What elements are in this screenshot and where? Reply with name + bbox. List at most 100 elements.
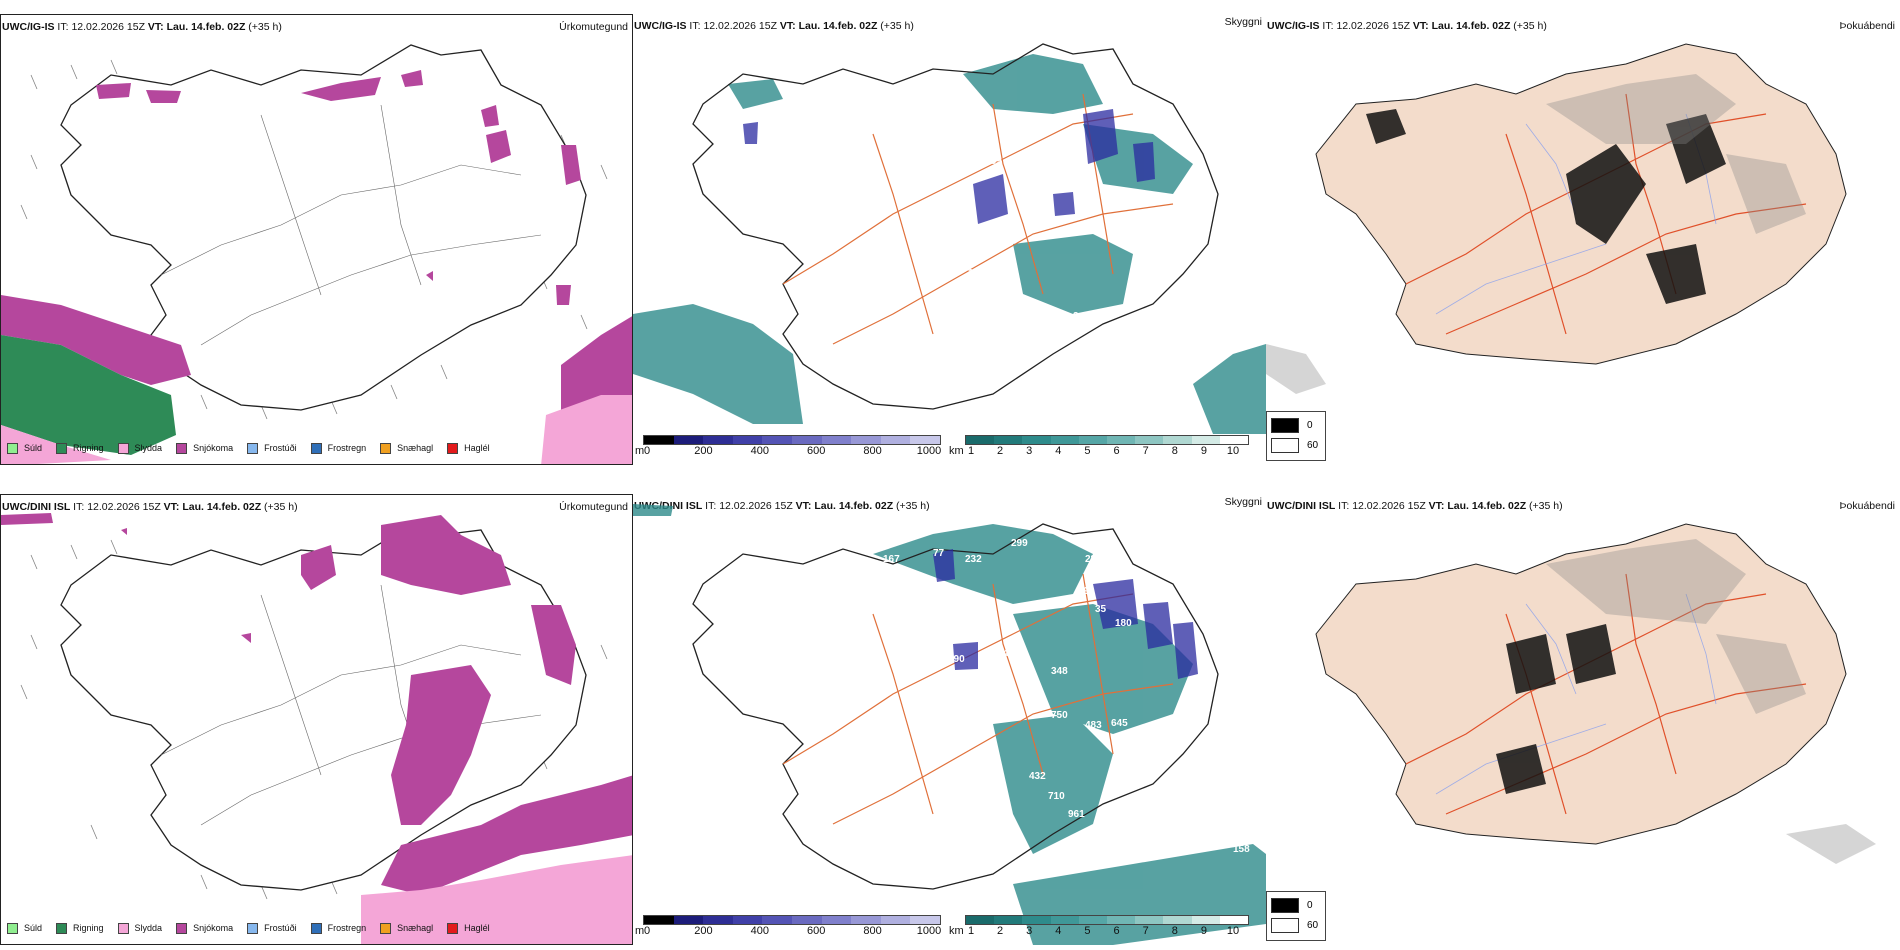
cloud-value-label: 77	[933, 548, 945, 559]
ceiling-areas	[933, 549, 1198, 679]
it-label: IT:	[1338, 500, 1350, 512]
colorbar-tick: 5	[1084, 445, 1091, 457]
legend-swatch	[247, 442, 259, 454]
legend-swatch	[380, 442, 392, 454]
legend-item-7: Snæhagl	[380, 442, 434, 454]
it-value: 12.02.2026 15Z	[1336, 20, 1410, 32]
cloud-value-label: 590	[948, 654, 965, 665]
colorbar-tick: 600	[807, 445, 826, 457]
colorbar-tick: 3	[1026, 445, 1033, 457]
vt-value: Lau. 14.feb. 02Z	[798, 20, 878, 32]
colorbar-tick: 1	[967, 925, 975, 937]
cloud-value-label: 348	[1051, 666, 1068, 677]
cloud-value-label: 432	[1029, 771, 1046, 782]
iceland-outline	[60, 524, 587, 891]
colorbar-tick: 5	[1084, 925, 1091, 937]
iceland-outline	[60, 44, 587, 411]
colorbar-tick: 400	[750, 445, 769, 457]
panel-header: UWC/DINI ISL IT: 12.02.2026 15Z VT: Lau.…	[1267, 500, 1563, 512]
colorbar-tick: 6	[1113, 445, 1120, 457]
precip-map	[1, 44, 632, 464]
vt-label: VT:	[1412, 20, 1429, 32]
legend-swatch	[117, 922, 129, 934]
legend-swatch	[56, 922, 68, 934]
legend-swatch	[56, 442, 68, 454]
visibility-unit: km	[949, 925, 964, 937]
visibility-unit: km	[949, 445, 964, 457]
legend-label: Snæhagl	[397, 443, 434, 453]
cloud-value-label: 49	[1078, 586, 1090, 597]
legend-item-2: Rigning	[56, 442, 104, 454]
panel-header: UWC/IG-IS IT: 12.02.2026 15Z VT: Lau. 14…	[2, 21, 282, 33]
fog-panel-dini: UWC/DINI ISL IT: 12.02.2026 15Z VT: Lau.…	[1266, 494, 1899, 945]
legend-label: Rigning	[73, 443, 104, 453]
cloud-value-label: 961	[1068, 809, 1085, 820]
iceland-outline	[692, 43, 1219, 410]
it-value: 12.02.2026 15Z	[87, 501, 161, 513]
vt-value: Lau. 14.feb. 02Z	[182, 501, 262, 513]
panel-header: UWC/IG-IS IT: 12.02.2026 15Z VT: Lau. 14…	[634, 20, 914, 32]
model-label: UWC/DINI ISL	[2, 501, 71, 513]
colorbar-tick: 7	[1142, 925, 1149, 937]
vt-value: Lau. 14.feb. 02Z	[1431, 20, 1511, 32]
cloud-value-labels: 167 77 232 299 286 49 35 180 145 844 590 421 348 750 4…	[883, 538, 1250, 855]
visibility-colorbar: km 1 2 3 4 5 6 7 8 9 10	[947, 433, 1249, 459]
legend-item-8: Haglél	[447, 922, 490, 934]
sleet-areas	[361, 855, 632, 944]
colorbar-tick: 1000	[916, 445, 942, 457]
cloud-value-label: 645	[1111, 718, 1128, 729]
legend-label: Snjókoma	[193, 443, 234, 453]
model-label: UWC/IG-IS	[2, 21, 55, 33]
legend-swatch	[447, 922, 459, 934]
ceiling-strip	[643, 435, 941, 445]
cloud-value-label: 145	[908, 636, 925, 647]
colorbar-tick: 8	[1171, 925, 1178, 937]
vt-label: VT:	[1428, 500, 1445, 512]
sleet-areas	[1, 395, 632, 464]
legend-swatch	[176, 922, 188, 934]
lead-time: (+35 h)	[248, 21, 282, 33]
it-label: IT:	[73, 501, 85, 513]
fog-black-value: 0	[1307, 420, 1313, 431]
vt-value: Lau. 14.feb. 02Z	[814, 500, 894, 512]
fog-legend: 0 60	[1266, 411, 1326, 461]
cloud-value-label: 13	[1018, 166, 1030, 177]
cloud-value-labels: 100 170 22 189 160 13 135 177 332 577 318 3	[728, 116, 1079, 322]
colorbar-tick: 1000	[916, 925, 942, 937]
cloud-value-label: 299	[1011, 538, 1028, 549]
fog-white-value: 60	[1307, 440, 1319, 451]
legend-swatch	[380, 922, 392, 934]
colorbar-tick: 2	[997, 445, 1004, 457]
vt-label: VT:	[779, 20, 796, 32]
it-value: 12.02.2026 15Z	[703, 20, 777, 32]
lead-time: (+35 h)	[264, 501, 298, 513]
cloud-value-label: 332	[933, 298, 950, 309]
panel-title: Þokuábendi	[1839, 500, 1895, 512]
panel-header: UWC/IG-IS IT: 12.02.2026 15Z VT: Lau. 14…	[1267, 20, 1547, 32]
legend-label: Súld	[24, 923, 43, 933]
precip-panel-ig: UWC/IG-IS IT: 12.02.2026 15Z VT: Lau. 14…	[0, 14, 633, 465]
legend-swatch	[247, 922, 259, 934]
legend-swatch	[447, 442, 459, 454]
vt-label: VT:	[163, 501, 180, 513]
legend-item-6: Frostregn	[310, 922, 366, 934]
colorbar-tick: 4	[1055, 445, 1062, 457]
fog-dense-areas	[1496, 624, 1616, 794]
legend-swatch	[7, 922, 18, 934]
colorbar-tick: 10	[1226, 445, 1240, 457]
colorbar-tick: 3	[1026, 925, 1033, 937]
lead-time: (+35 h)	[1529, 500, 1563, 512]
legend-item-8: Haglél	[447, 442, 490, 454]
cloud-map: 100 170 22 189 160 13 135 177 332 577 318 3	[633, 43, 1266, 434]
ceiling-colorbar: m 0 200 400 600 800 1000	[633, 433, 943, 459]
iceland-land	[1315, 523, 1847, 845]
it-label: IT:	[1322, 20, 1334, 32]
colorbar-tick: 9	[1200, 445, 1207, 457]
panel-header: UWC/DINI ISL IT: 12.02.2026 15Z VT: Lau.…	[2, 501, 298, 513]
model-label: UWC/IG-IS	[1267, 20, 1320, 32]
colorbar-tick: 6	[1113, 925, 1120, 937]
ceiling-unit: m	[635, 925, 645, 937]
cloud-value-label: 135	[881, 251, 898, 262]
panel-title: Úrkomutegund	[559, 501, 628, 513]
lead-time: (+35 h)	[896, 500, 930, 512]
